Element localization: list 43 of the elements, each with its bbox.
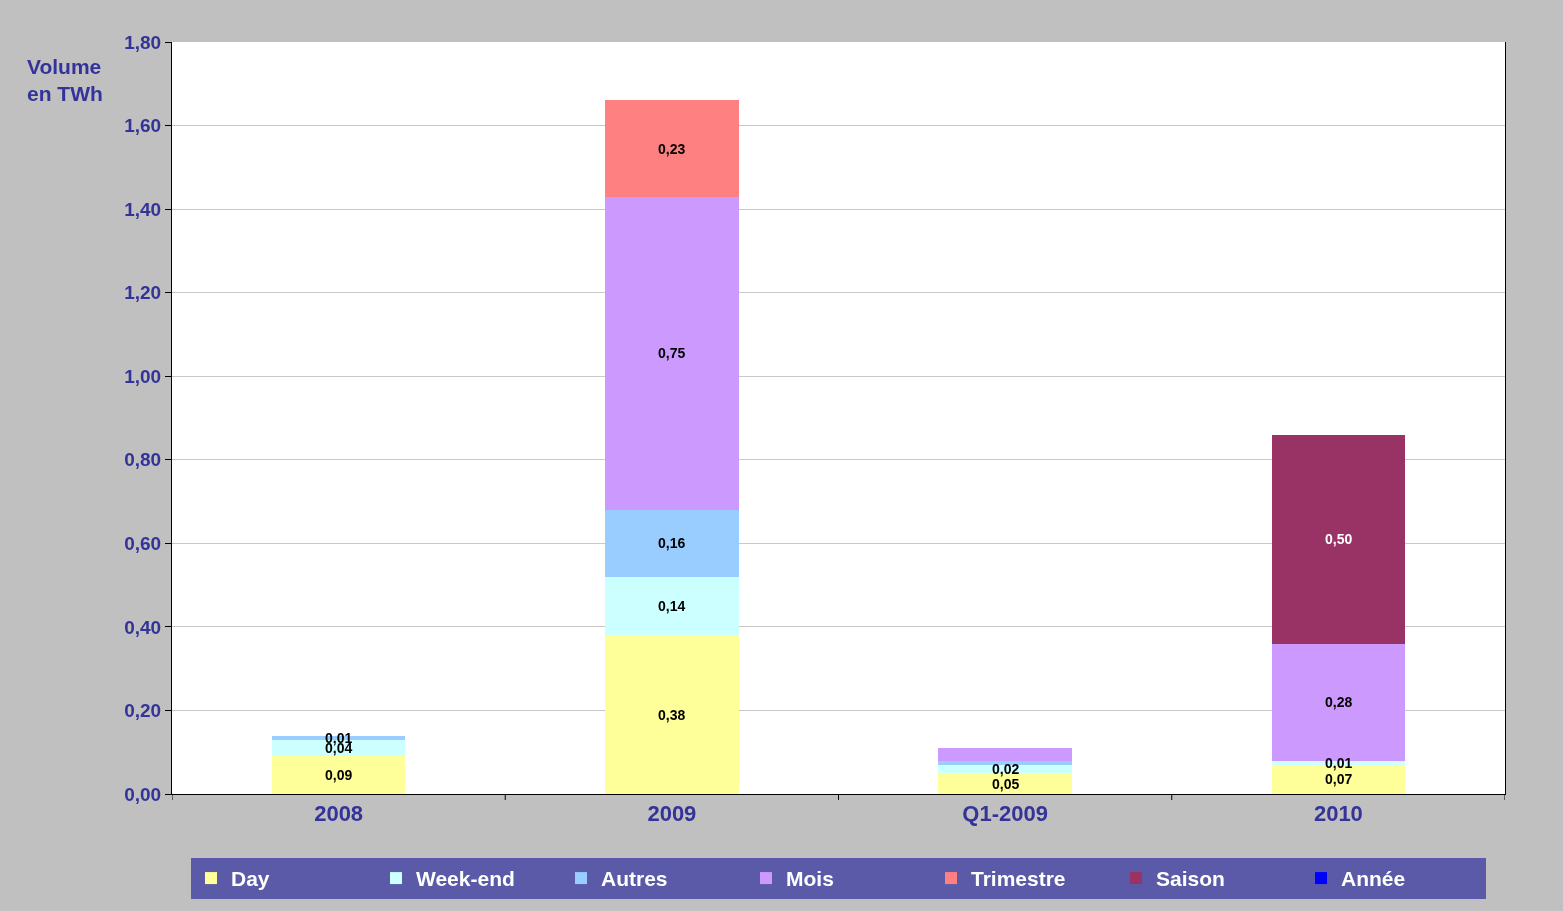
y-tick-label: 1,80 — [124, 31, 162, 53]
legend-label: Année — [1341, 867, 1406, 891]
legend-label: Saison — [1156, 867, 1225, 891]
legend-label: Trimestre — [971, 867, 1066, 891]
data-label: 0,01 — [1325, 755, 1353, 771]
data-label: 0,16 — [658, 535, 686, 551]
y-tick-label: 1,60 — [124, 115, 162, 137]
y-tick-label: 0,40 — [124, 616, 162, 638]
bar — [605, 635, 739, 794]
bar — [1271, 434, 1406, 644]
data-label: 0,28 — [1325, 694, 1353, 710]
bar — [271, 756, 406, 794]
bar — [938, 760, 1072, 765]
data-label: 0,07 — [1325, 771, 1353, 787]
legend-label: Mois — [786, 867, 834, 891]
y-tick-label: 1,00 — [124, 365, 162, 387]
data-label: 0,38 — [658, 707, 686, 723]
data-label: 0,50 — [1325, 531, 1353, 547]
data-label: 0,02 — [992, 761, 1020, 777]
data-label: 0,14 — [658, 598, 686, 614]
y-tick-label: 1,20 — [124, 282, 162, 304]
y-tick-label: 0,60 — [124, 532, 162, 554]
legend-label: Autres — [601, 867, 668, 891]
y-tick-label: 0,00 — [124, 783, 162, 805]
bar — [605, 196, 739, 510]
data-label: 0,09 — [325, 767, 353, 783]
data-label: 0,05 — [992, 776, 1020, 792]
x-tick-label: 2010 — [1313, 801, 1363, 827]
bar — [605, 100, 739, 197]
bar — [938, 748, 1072, 761]
bar — [605, 576, 739, 636]
bar — [605, 509, 739, 577]
x-tick-label: 2009 — [647, 801, 697, 827]
y-tick-label: 0,20 — [124, 700, 162, 722]
legend-label: Week-end — [416, 867, 515, 891]
legend-label: Day — [231, 867, 270, 891]
y-tick-label: 0,80 — [124, 449, 162, 471]
y-axis-title: Volume en TWh — [27, 55, 103, 106]
data-label: 0,75 — [658, 345, 686, 361]
x-tick-label: Q1-2009 — [962, 801, 1048, 827]
y-tick-label: 1,40 — [124, 198, 162, 220]
data-label: 0,23 — [658, 141, 686, 157]
x-tick-label: 2008 — [314, 801, 364, 827]
